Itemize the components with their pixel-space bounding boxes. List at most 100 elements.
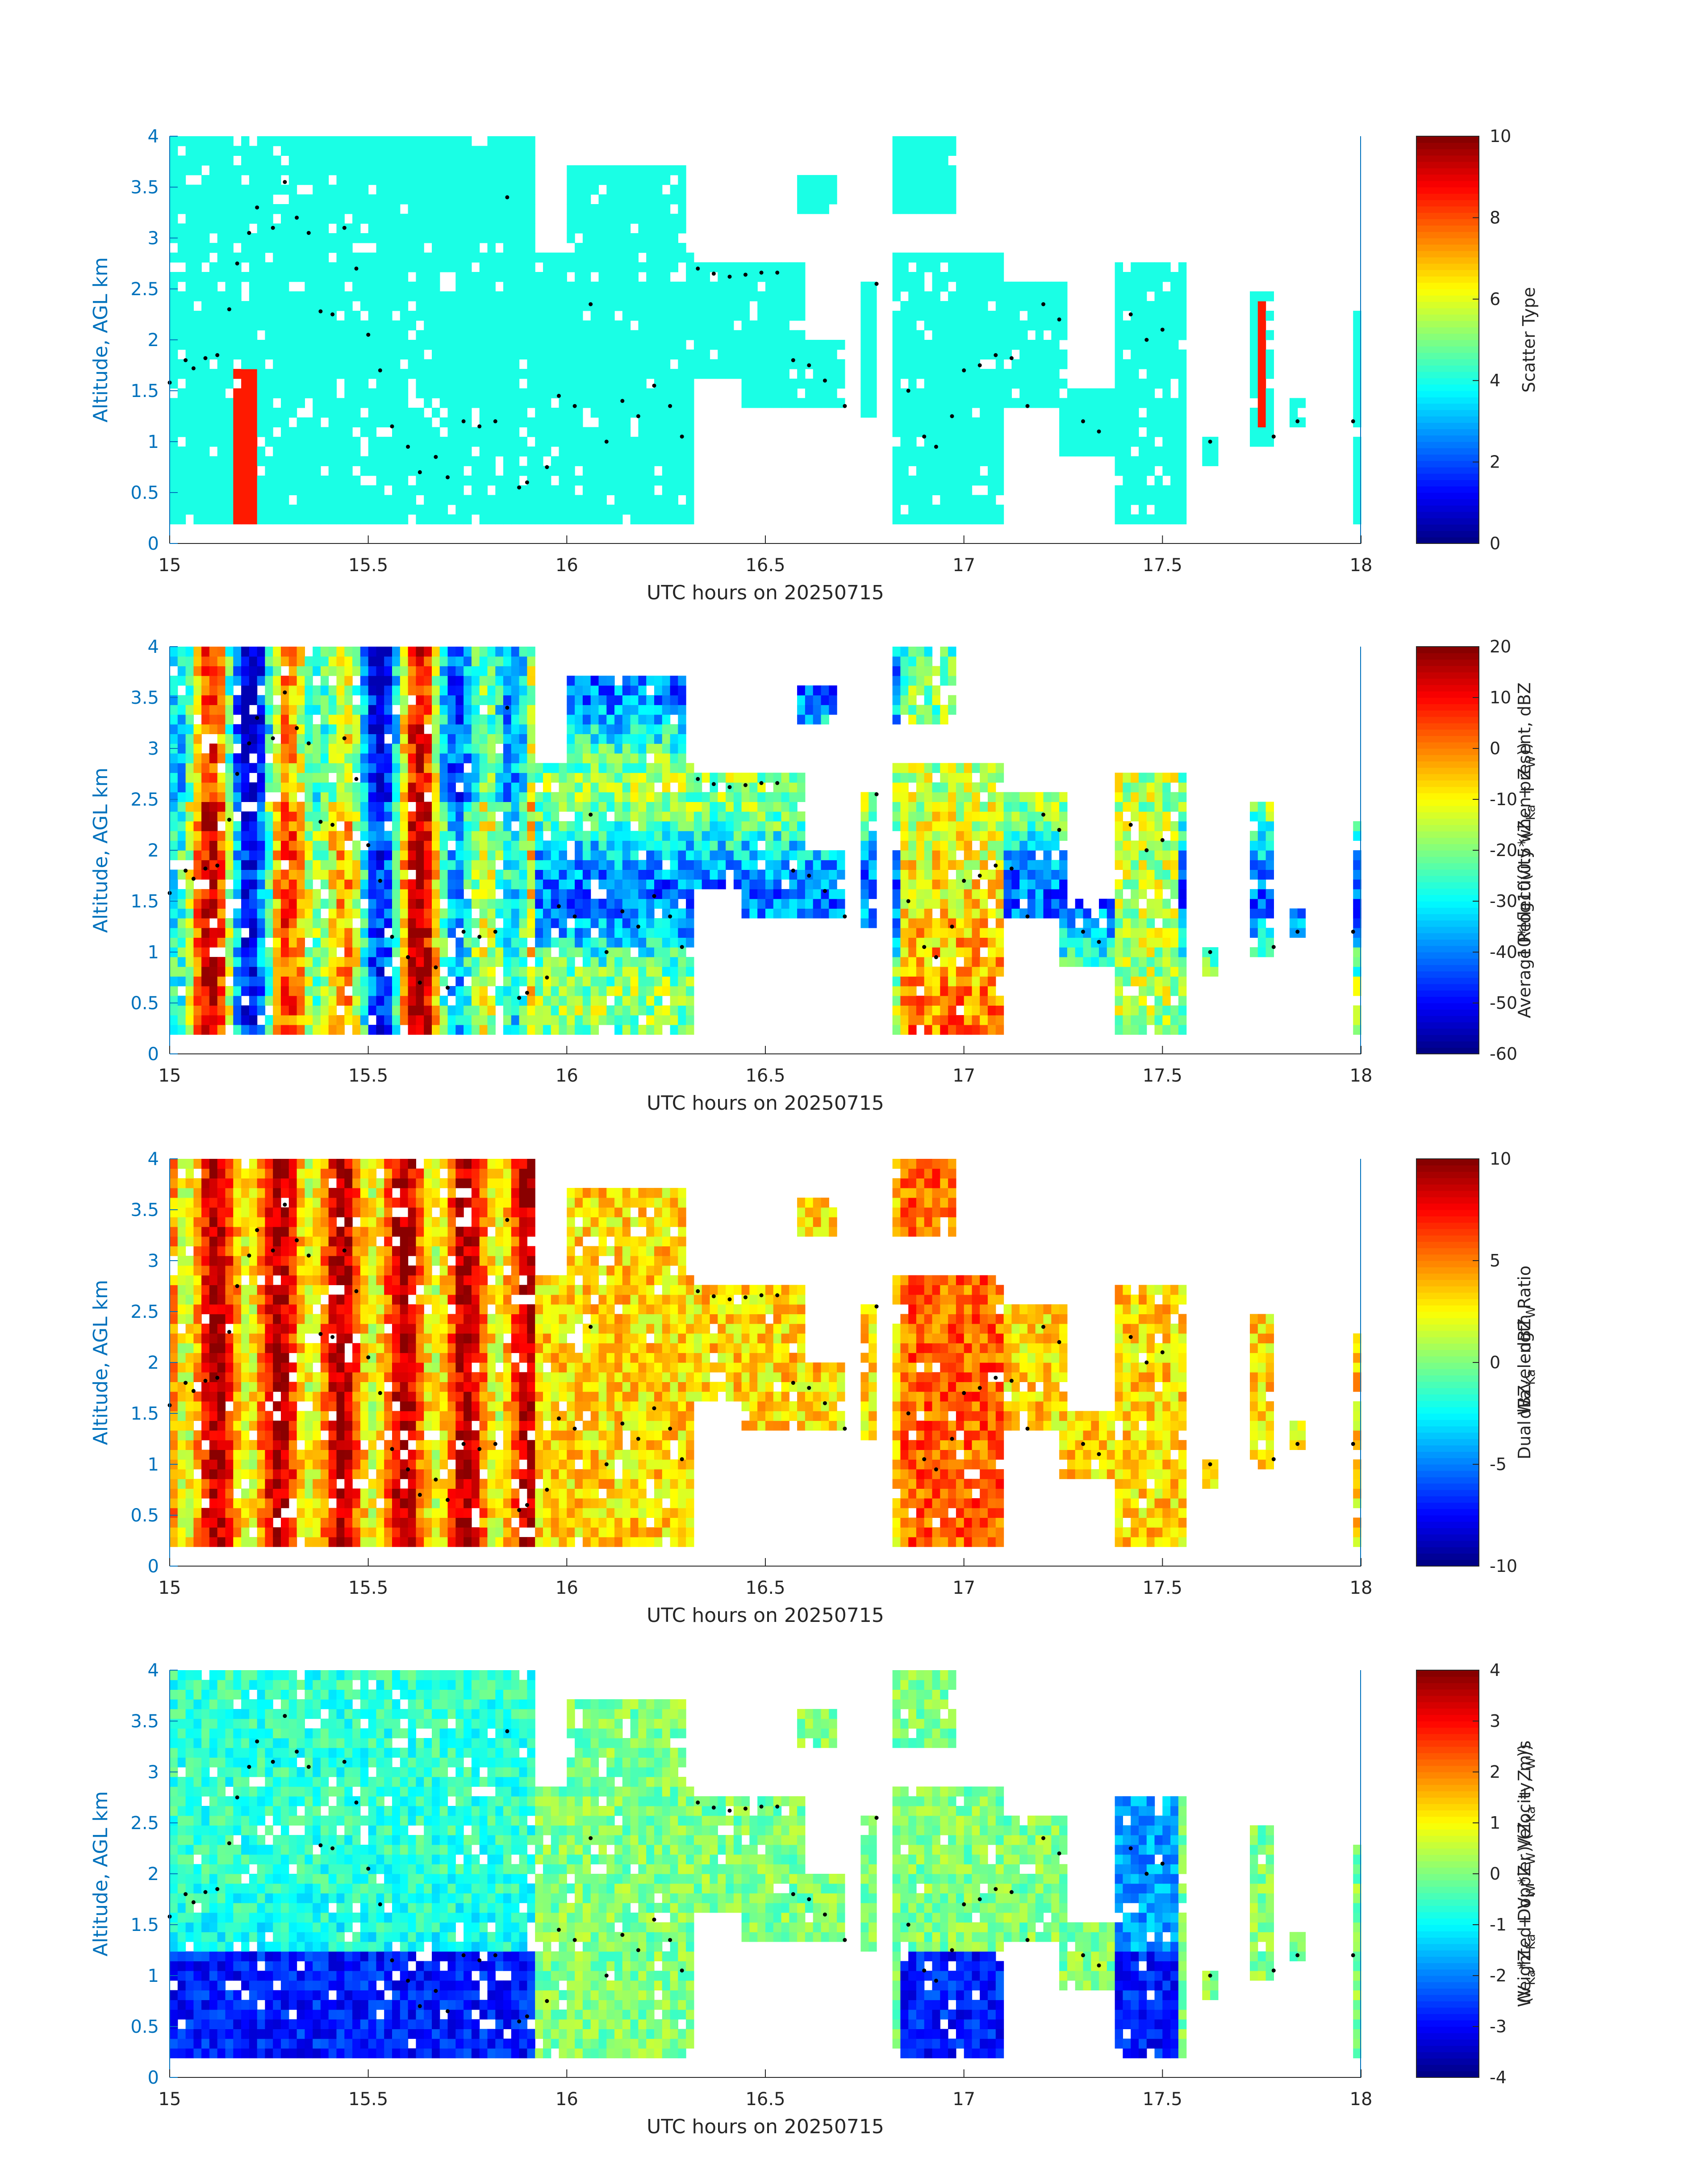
heatmap-cell bbox=[328, 281, 337, 292]
heatmap-cell bbox=[193, 165, 202, 175]
heatmap-cell bbox=[606, 204, 615, 214]
heatmap-cell bbox=[995, 398, 1004, 408]
heatmap-cell bbox=[170, 408, 178, 418]
heatmap-cell bbox=[313, 262, 321, 272]
heatmap-cell bbox=[1139, 514, 1147, 525]
heatmap-cell bbox=[233, 417, 242, 427]
heatmap-cell bbox=[408, 1005, 416, 1015]
heatmap-cell bbox=[201, 928, 210, 938]
heatmap-cell bbox=[693, 369, 702, 379]
heatmap-cell bbox=[829, 359, 837, 369]
heatmap-cell bbox=[805, 378, 814, 389]
heatmap-cell bbox=[519, 495, 527, 505]
heatmap-cell bbox=[908, 330, 917, 340]
marker-dot bbox=[727, 275, 732, 279]
heatmap-cell bbox=[1265, 417, 1274, 427]
heatmap-cell bbox=[519, 301, 527, 311]
heatmap-cell bbox=[1131, 408, 1139, 418]
heatmap-cell bbox=[956, 369, 965, 379]
heatmap-cell bbox=[670, 437, 678, 447]
heatmap-cell bbox=[320, 398, 329, 408]
heatmap-cell bbox=[201, 136, 210, 146]
heatmap-cell bbox=[1043, 291, 1052, 301]
heatmap-cell bbox=[479, 252, 488, 263]
heatmap-cell bbox=[305, 1005, 313, 1015]
heatmap-cell bbox=[376, 724, 384, 734]
heatmap-cell bbox=[376, 155, 384, 166]
heatmap-cell bbox=[527, 252, 535, 263]
heatmap-cell bbox=[352, 514, 361, 525]
heatmap-cell bbox=[1115, 301, 1123, 311]
heatmap-cell bbox=[344, 734, 353, 744]
heatmap-cell bbox=[209, 417, 218, 427]
heatmap-cell bbox=[352, 753, 361, 764]
heatmap-cell bbox=[662, 194, 671, 205]
heatmap-cell bbox=[249, 821, 258, 832]
heatmap-cell bbox=[1059, 330, 1068, 340]
heatmap-cell bbox=[249, 369, 258, 379]
heatmap-cell bbox=[416, 715, 424, 725]
heatmap-cell bbox=[1257, 437, 1266, 447]
heatmap-cell bbox=[249, 850, 258, 861]
heatmap-cell bbox=[392, 476, 401, 486]
heatmap-cell bbox=[225, 408, 234, 418]
heatmap-cell bbox=[344, 995, 353, 1006]
heatmap-cell bbox=[972, 427, 980, 437]
heatmap-cell bbox=[273, 456, 281, 466]
heatmap-cell bbox=[305, 291, 313, 301]
heatmap-cell bbox=[908, 398, 917, 408]
heatmap-cell bbox=[678, 213, 686, 224]
heatmap-cell bbox=[471, 495, 480, 505]
heatmap-cell bbox=[455, 359, 464, 369]
heatmap-cell bbox=[217, 666, 226, 676]
heatmap-cell bbox=[519, 204, 527, 214]
heatmap-cell bbox=[535, 446, 543, 457]
heatmap-cell bbox=[630, 184, 639, 195]
heatmap-cell bbox=[765, 291, 774, 301]
heatmap-cell bbox=[439, 869, 448, 880]
heatmap-cell bbox=[932, 359, 940, 369]
heatmap-cell bbox=[201, 850, 210, 861]
heatmap-cell bbox=[1257, 349, 1266, 359]
heatmap-cell bbox=[209, 773, 218, 783]
heatmap-cell bbox=[614, 466, 623, 476]
heatmap-cell bbox=[281, 821, 289, 832]
heatmap-cell bbox=[305, 695, 313, 705]
heatmap-cell bbox=[392, 349, 401, 359]
heatmap-cell bbox=[273, 359, 281, 369]
heatmap-cell bbox=[924, 204, 933, 214]
heatmap-cell bbox=[900, 146, 909, 156]
heatmap-cell bbox=[1250, 378, 1258, 389]
heatmap-cell bbox=[328, 485, 337, 495]
heatmap-cell bbox=[368, 340, 377, 350]
heatmap-cell bbox=[185, 281, 194, 292]
heatmap-cell bbox=[352, 821, 361, 832]
heatmap-cell bbox=[177, 505, 186, 515]
heatmap-cell bbox=[1051, 378, 1060, 389]
heatmap-cell bbox=[432, 831, 440, 841]
heatmap-cell bbox=[170, 272, 178, 282]
heatmap-cell bbox=[392, 446, 401, 457]
heatmap-cell bbox=[432, 676, 440, 686]
heatmap-cell bbox=[614, 281, 623, 292]
heatmap-cell bbox=[233, 850, 242, 861]
heatmap-cell bbox=[1115, 310, 1123, 321]
heatmap-cell bbox=[384, 705, 393, 715]
heatmap-cell bbox=[606, 223, 615, 234]
heatmap-cell bbox=[336, 695, 345, 705]
heatmap-cell bbox=[1178, 466, 1187, 476]
heatmap-cell bbox=[892, 408, 901, 418]
heatmap-cell bbox=[1139, 417, 1147, 427]
heatmap-cell bbox=[900, 359, 909, 369]
heatmap-cell bbox=[320, 456, 329, 466]
heatmap-cell bbox=[932, 320, 940, 330]
heatmap-cell bbox=[670, 242, 678, 253]
heatmap-cell bbox=[209, 860, 218, 870]
heatmap-cell bbox=[432, 647, 440, 657]
heatmap-cell bbox=[1162, 388, 1171, 398]
heatmap-cell bbox=[487, 155, 496, 166]
heatmap-cell bbox=[932, 146, 940, 156]
x-tick-label: 16.5 bbox=[745, 555, 785, 576]
heatmap-cell bbox=[233, 995, 242, 1006]
heatmap-cell bbox=[1257, 340, 1266, 350]
